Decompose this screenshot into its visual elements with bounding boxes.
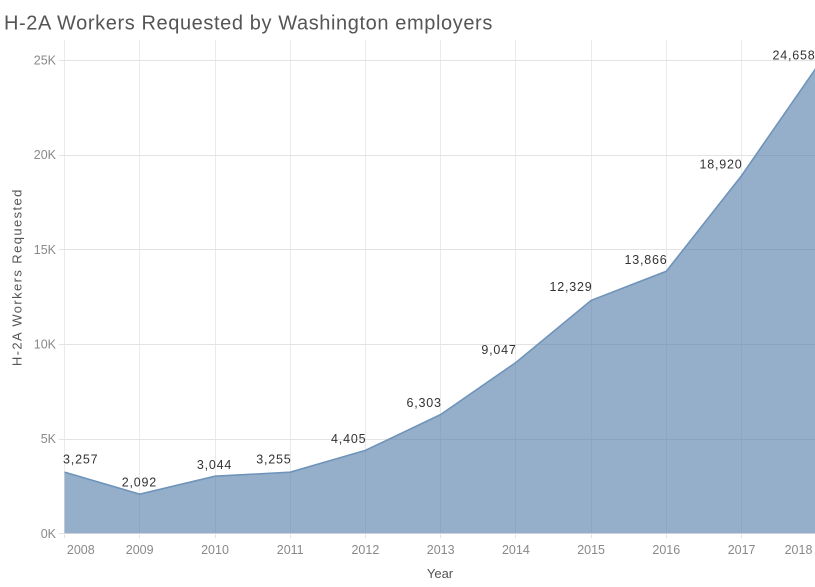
- svg-text:2015: 2015: [577, 543, 605, 557]
- svg-text:24,658: 24,658: [772, 48, 815, 62]
- svg-text:6,303: 6,303: [406, 396, 441, 410]
- svg-text:3,044: 3,044: [197, 458, 232, 472]
- svg-text:2011: 2011: [277, 543, 304, 557]
- svg-text:4,405: 4,405: [331, 432, 366, 446]
- svg-text:2018: 2018: [785, 543, 813, 557]
- svg-text:20K: 20K: [34, 148, 57, 162]
- svg-text:12,329: 12,329: [549, 280, 592, 294]
- svg-text:H-2A Workers Requested by Wash: H-2A Workers Requested by Washington emp…: [4, 13, 493, 35]
- svg-text:2016: 2016: [652, 543, 680, 557]
- svg-text:Year: Year: [427, 566, 454, 581]
- svg-text:15K: 15K: [34, 243, 57, 257]
- svg-text:2014: 2014: [502, 543, 530, 557]
- svg-text:18,920: 18,920: [699, 158, 742, 172]
- svg-text:5K: 5K: [41, 432, 57, 446]
- svg-text:3,255: 3,255: [256, 452, 291, 466]
- svg-text:9,047: 9,047: [481, 343, 516, 357]
- svg-text:13,866: 13,866: [624, 253, 667, 267]
- svg-text:2,092: 2,092: [122, 475, 157, 489]
- svg-text:H-2A Workers Requested: H-2A Workers Requested: [10, 188, 25, 366]
- svg-text:2010: 2010: [201, 543, 229, 557]
- svg-text:0K: 0K: [41, 527, 57, 541]
- svg-text:25K: 25K: [34, 54, 57, 68]
- svg-text:2013: 2013: [427, 543, 455, 557]
- svg-text:2017: 2017: [728, 543, 756, 557]
- svg-text:3,257: 3,257: [63, 453, 98, 467]
- svg-text:10K: 10K: [34, 338, 57, 352]
- svg-text:2009: 2009: [126, 543, 154, 557]
- svg-text:2012: 2012: [351, 543, 379, 557]
- svg-text:2008: 2008: [67, 543, 95, 557]
